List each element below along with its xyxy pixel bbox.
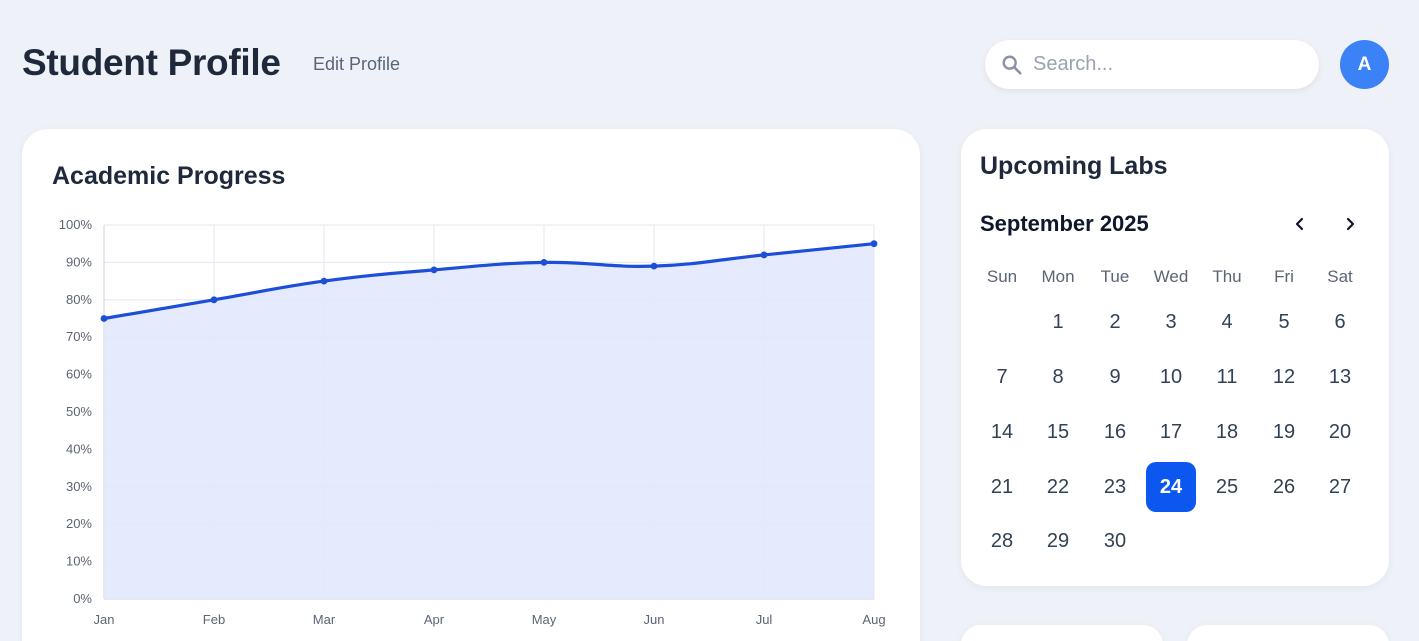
calendar-day[interactable]: 23 [1103, 475, 1127, 498]
y-tick-label: 20% [66, 516, 92, 531]
calendar-day-selected[interactable]: 24 [1146, 462, 1196, 512]
lower-card-right [1187, 625, 1389, 641]
x-tick-label: Feb [203, 612, 225, 627]
calendar-day[interactable]: 5 [1278, 310, 1290, 333]
calendar-day[interactable]: 21 [990, 475, 1014, 498]
data-point [100, 315, 108, 322]
y-tick-label: 60% [66, 367, 92, 382]
x-tick-label: Jul [756, 612, 773, 627]
calendar-prev-button[interactable] [1290, 213, 1310, 235]
chevron-left-icon [1295, 217, 1304, 231]
x-tick-label: Apr [424, 612, 445, 627]
calendar-day[interactable]: 2 [1109, 310, 1121, 333]
chevron-right-icon [1346, 217, 1355, 231]
calendar-day[interactable]: 28 [990, 529, 1014, 552]
calendar-day[interactable]: 30 [1103, 529, 1127, 552]
y-tick-label: 50% [66, 404, 92, 419]
search-box[interactable] [985, 40, 1319, 89]
academic-progress-card: Academic Progress 0% 10% 20% 30% 40% 50% 60% 70… [22, 129, 920, 641]
y-tick-label: 70% [66, 329, 92, 344]
calendar-day[interactable]: 11 [1216, 365, 1238, 388]
weekday-label: Thu [1212, 267, 1242, 286]
y-tick-label: 40% [66, 441, 92, 456]
page-title: Student Profile [22, 42, 281, 83]
data-point [210, 296, 218, 304]
data-point [320, 277, 328, 285]
lower-card-left [961, 625, 1163, 641]
calendar-day[interactable]: 16 [1103, 420, 1127, 443]
calendar-day[interactable]: 26 [1272, 475, 1296, 498]
data-point [870, 240, 878, 248]
calendar-day[interactable]: 29 [1046, 529, 1070, 552]
calendar-day[interactable]: 20 [1328, 420, 1352, 443]
calendar-day[interactable]: 6 [1334, 310, 1346, 333]
edit-profile-link[interactable]: Edit Profile [313, 54, 401, 74]
calendar-day[interactable]: 17 [1159, 420, 1183, 443]
calendar-day[interactable]: 27 [1328, 475, 1352, 498]
calendar-day[interactable]: 10 [1159, 365, 1183, 388]
calendar-day[interactable]: 19 [1272, 420, 1296, 443]
calendar-day[interactable]: 25 [1215, 475, 1239, 498]
upcoming-labs-card: Upcoming Labs September 2025 Sun Mon Tue We… [961, 129, 1389, 586]
x-tick-label: Jan [94, 612, 115, 627]
calendar-day[interactable]: 9 [1109, 365, 1121, 388]
academic-progress-title: Academic Progress [52, 162, 286, 190]
data-point [760, 251, 768, 259]
avatar[interactable]: A [1340, 40, 1389, 89]
calendar-next-button[interactable] [1340, 213, 1360, 235]
y-tick-label: 100% [59, 217, 93, 232]
calendar-day[interactable]: 7 [996, 365, 1008, 388]
calendar-day[interactable]: 3 [1165, 310, 1177, 333]
y-tick-label: 10% [66, 554, 92, 569]
data-point [650, 262, 658, 270]
calendar-month-label: September 2025 [980, 211, 1149, 236]
weekday-label: Sun [986, 267, 1018, 286]
y-tick-label: 90% [66, 254, 92, 269]
data-point [540, 259, 548, 266]
y-tick-label: 80% [66, 292, 92, 307]
upcoming-labs-title: Upcoming Labs [980, 152, 1168, 180]
calendar-day[interactable]: 13 [1328, 365, 1352, 388]
calendar-day[interactable]: 8 [1052, 365, 1064, 388]
weekday-label: Mon [1041, 267, 1075, 286]
data-point [430, 266, 438, 274]
weekday-label: Tue [1100, 267, 1130, 286]
calendar-day[interactable]: 1 [1052, 310, 1064, 333]
x-tick-label: Jun [644, 612, 665, 627]
x-tick-label: May [532, 612, 557, 627]
y-tick-label: 0% [73, 591, 92, 606]
weekday-label: Fri [1274, 267, 1294, 286]
calendar-day[interactable]: 18 [1215, 420, 1239, 443]
calendar-day[interactable]: 22 [1046, 475, 1070, 498]
series-area-fill [104, 243, 874, 599]
search-icon [1002, 55, 1022, 75]
search-input[interactable] [1033, 53, 1303, 76]
weekday-label: Sat [1327, 267, 1353, 286]
calendar-day[interactable]: 15 [1046, 420, 1070, 443]
academic-progress-chart: 0% 10% 20% 30% 40% 50% 60% 70% 80% 90% 100% Jan Feb M… [59, 217, 886, 627]
calendar-day[interactable]: 12 [1272, 365, 1296, 388]
weekday-label: Wed [1153, 267, 1189, 286]
series-line [103, 242, 875, 321]
calendar-day[interactable]: 14 [990, 420, 1014, 443]
x-tick-label: Mar [313, 612, 336, 627]
calendar-day[interactable]: 4 [1221, 310, 1233, 333]
x-tick-label: Aug [862, 612, 885, 627]
y-tick-label: 30% [66, 479, 92, 494]
